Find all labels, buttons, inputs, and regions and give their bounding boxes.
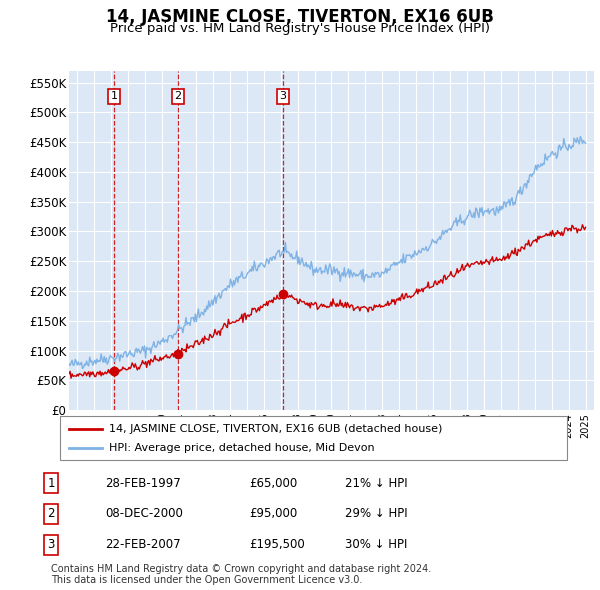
Text: £195,500: £195,500 [249, 538, 305, 551]
Text: Contains HM Land Registry data © Crown copyright and database right 2024.
This d: Contains HM Land Registry data © Crown c… [51, 563, 431, 585]
Text: 22-FEB-2007: 22-FEB-2007 [105, 538, 181, 551]
Text: £65,000: £65,000 [249, 477, 297, 490]
Text: HPI: Average price, detached house, Mid Devon: HPI: Average price, detached house, Mid … [109, 443, 375, 453]
Text: £95,000: £95,000 [249, 507, 297, 520]
Text: 30% ↓ HPI: 30% ↓ HPI [345, 538, 407, 551]
Text: 14, JASMINE CLOSE, TIVERTON, EX16 6UB: 14, JASMINE CLOSE, TIVERTON, EX16 6UB [106, 8, 494, 26]
Text: 3: 3 [47, 538, 55, 551]
Text: 21% ↓ HPI: 21% ↓ HPI [345, 477, 407, 490]
Text: 2: 2 [47, 507, 55, 520]
Text: 2: 2 [175, 91, 181, 101]
Text: 3: 3 [280, 91, 286, 101]
Text: 1: 1 [47, 477, 55, 490]
Text: 28-FEB-1997: 28-FEB-1997 [105, 477, 181, 490]
Text: 14, JASMINE CLOSE, TIVERTON, EX16 6UB (detached house): 14, JASMINE CLOSE, TIVERTON, EX16 6UB (d… [109, 424, 443, 434]
Text: 08-DEC-2000: 08-DEC-2000 [105, 507, 183, 520]
Text: 1: 1 [110, 91, 118, 101]
Text: Price paid vs. HM Land Registry's House Price Index (HPI): Price paid vs. HM Land Registry's House … [110, 22, 490, 35]
Text: 29% ↓ HPI: 29% ↓ HPI [345, 507, 407, 520]
